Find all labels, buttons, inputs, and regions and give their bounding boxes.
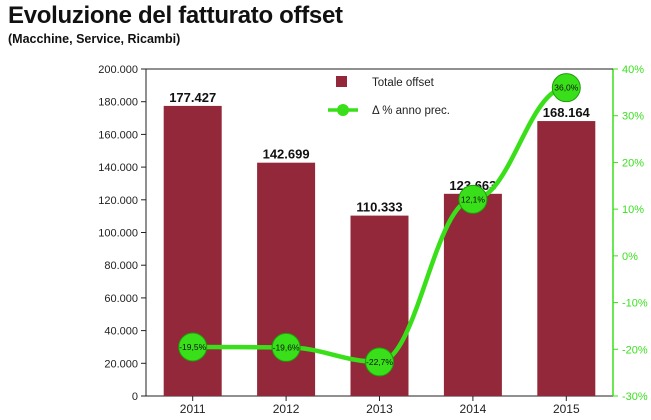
x-tick-label: 2012 xyxy=(273,402,300,416)
y2-tick-label: 0% xyxy=(622,251,638,263)
legend-label-line: Δ % anno prec. xyxy=(372,105,450,117)
legend-marker-line xyxy=(337,104,349,116)
chart-title: Evoluzione del fatturato offset xyxy=(8,2,343,29)
x-tick-label: 2013 xyxy=(366,402,393,416)
y-tick-label: 200.000 xyxy=(98,64,138,76)
line-point-label: -22,7% xyxy=(366,357,393,367)
line-point-label: -19,6% xyxy=(273,342,300,352)
x-tick-label: 2011 xyxy=(180,402,206,416)
bar-value-label: 142.699 xyxy=(263,147,310,162)
bar-value-label: 177.427 xyxy=(169,90,216,105)
x-tick-label: 2015 xyxy=(553,402,580,416)
bar-value-label: 110.333 xyxy=(356,200,402,215)
y-tick-label: 60.000 xyxy=(104,293,138,305)
y-tick-label: 160.000 xyxy=(98,129,138,141)
bar xyxy=(443,193,502,396)
y2-tick-label: 30% xyxy=(622,111,644,123)
y2-tick-label: -20% xyxy=(622,344,648,356)
y2-tick-label: 20% xyxy=(622,157,644,169)
legend-label-bars: Totale offset xyxy=(372,77,435,89)
y-tick-label: 180.000 xyxy=(98,97,138,109)
y2-tick-label: -10% xyxy=(622,298,648,310)
y-tick-label: 140.000 xyxy=(98,162,138,174)
line-point-label: 36,0% xyxy=(554,83,579,93)
line-point xyxy=(178,332,208,362)
line-point xyxy=(551,73,581,103)
y-tick-label: 0 xyxy=(132,391,138,403)
bar-value-label: 168.164 xyxy=(543,105,591,120)
line-point xyxy=(271,332,301,362)
chart-subtitle: (Macchine, Service, Ricambi) xyxy=(8,32,181,46)
line-point-label: 12,1% xyxy=(461,194,486,204)
y-tick-label: 80.000 xyxy=(104,260,138,272)
bar xyxy=(537,121,596,397)
y2-tick-label: 10% xyxy=(622,204,644,216)
y-tick-label: 120.000 xyxy=(98,195,138,207)
x-tick-label: 2014 xyxy=(460,402,487,416)
y2-tick-label: -30% xyxy=(622,391,648,403)
y-tick-label: 100.000 xyxy=(98,228,138,240)
y-tick-label: 20.000 xyxy=(104,358,138,370)
y2-tick-label: 40% xyxy=(622,64,644,76)
line-point-label: -19,5% xyxy=(179,342,206,352)
legend-swatch-bars xyxy=(336,76,347,87)
line-point xyxy=(458,184,488,214)
line-point xyxy=(365,347,394,377)
y-tick-label: 40.000 xyxy=(104,326,138,338)
